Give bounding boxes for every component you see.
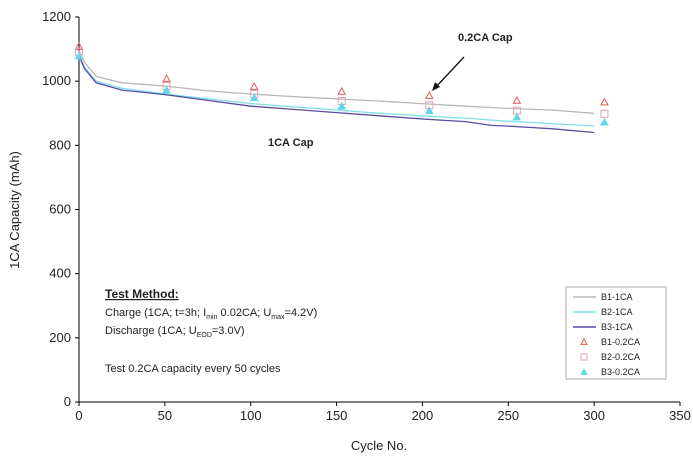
data-point-b1-0-2ca: [600, 97, 609, 106]
x-tick-label: 100: [240, 408, 262, 423]
y-tick-label: 600: [49, 202, 71, 217]
annotation-arrow: [434, 56, 465, 89]
legend-swatch-b1-0-2ca: [580, 337, 588, 345]
data-point-b3-0-2ca: [600, 117, 609, 126]
legend-label-b3-1ca: B3-1CA: [601, 322, 633, 332]
legend-swatch-b3-0-2ca: [580, 367, 588, 375]
legend-box: [565, 286, 667, 380]
x-tick-label: 150: [326, 408, 348, 423]
y-tick-label: 400: [49, 266, 71, 281]
x-tick-label: 0: [75, 408, 82, 423]
series-b1-0-2ca: [74, 41, 609, 106]
legend-label-b2-1ca: B2-1CA: [601, 307, 633, 317]
y-tick-label: 1200: [42, 9, 71, 24]
data-point-b3-0-2ca: [162, 85, 171, 94]
series-line-b2-1ca: [78, 53, 595, 127]
test-method-heading: Test Method:: [105, 287, 179, 301]
legend-label-b2-0-2ca: B2-0.2CA: [601, 352, 640, 362]
series-b2-1ca: [78, 53, 595, 127]
legend-label-b3-0-2ca: B3-0.2CA: [601, 367, 640, 377]
test-method-charge: Charge (1CA; t=3h; Imin 0.02CA; Umax=4.2…: [105, 307, 317, 321]
series-line-b1-1ca: [78, 50, 595, 114]
y-tick-label: 800: [49, 137, 71, 152]
x-tick-label: 50: [158, 408, 172, 423]
data-point-b3-0-2ca: [337, 101, 347, 110]
y-tick-label: 0: [64, 394, 71, 409]
data-point-b1-0-2ca: [337, 86, 347, 95]
series-line-b3-1ca: [78, 55, 595, 134]
y-tick-label: 1000: [42, 73, 71, 88]
x-axis-label: Cycle No.: [351, 438, 407, 453]
axis-ticks: 0 50 100 150 200 250 300 350 0 200 400 600 800 1000 12…: [42, 9, 691, 423]
x-tick-label: 250: [497, 408, 519, 423]
data-point-b3-0-2ca: [512, 112, 522, 121]
series-layer: [74, 41, 609, 134]
legend-label-b1-0-2ca: B1-0.2CA: [601, 337, 640, 347]
series-b3-1ca: [78, 55, 595, 134]
data-point-b1-0-2ca: [162, 74, 171, 82]
data-point-b1-0-2ca: [424, 91, 434, 99]
data-point-b3-0-2ca: [74, 51, 84, 60]
legend-swatch-b2-0-2ca: [580, 353, 588, 361]
test-method-note: Test 0.2CA capacity every 50 cycles: [105, 363, 281, 375]
data-point-b2-0-2ca: [600, 109, 609, 118]
series-b1-1ca: [78, 50, 595, 114]
test-method-discharge: Discharge (1CA; UEOD=3.0V): [105, 325, 245, 339]
annotation-arrowhead: [432, 82, 440, 91]
series-b3-0-2ca: [74, 51, 609, 126]
legend-label-b1-1ca: B1-1CA: [601, 292, 633, 302]
annotation-0.2ca-cap: 0.2CA Cap: [458, 32, 513, 44]
data-point-b1-0-2ca: [74, 41, 84, 50]
annotation-1ca-cap: 1CA Cap: [268, 137, 314, 149]
x-tick-label: 200: [412, 408, 434, 423]
y-axis-label: 1CA Capacity (mAh): [7, 151, 22, 269]
data-point-b3-0-2ca: [424, 106, 434, 114]
data-point-b3-0-2ca: [249, 93, 259, 102]
data-point-b1-0-2ca: [512, 95, 522, 104]
x-tick-label: 300: [583, 408, 605, 423]
data-point-b1-0-2ca: [249, 82, 259, 90]
y-tick-label: 200: [49, 330, 71, 345]
legend: B1-1CA B2-1CA B3-1CA B1-0.2CA B2-0.2CA B3-0.2…: [565, 286, 667, 380]
x-tick-label: 350: [669, 408, 691, 423]
